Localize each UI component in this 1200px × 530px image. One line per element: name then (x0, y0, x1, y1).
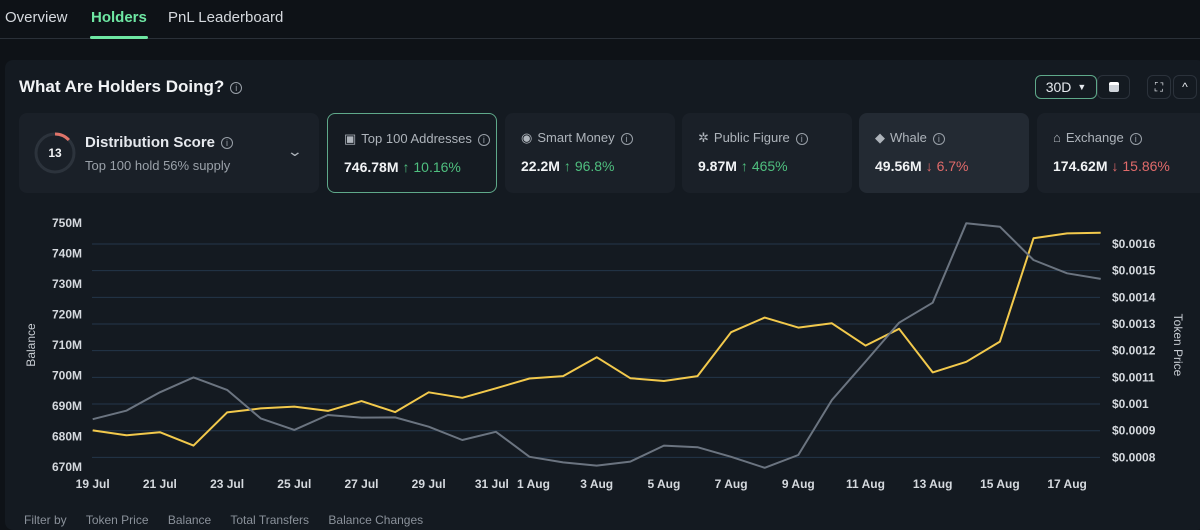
y2-tick-label: $0.0008 (1112, 450, 1156, 464)
x-tick-label: 31 Jul (475, 477, 509, 491)
y-axis-label: Balance (24, 323, 38, 367)
y-tick-label: 740M (52, 247, 82, 261)
y-tick-label: 700M (52, 369, 82, 383)
y-tick-label: 720M (52, 308, 82, 322)
y-tick-label: 710M (52, 338, 82, 352)
legend-balance-changes[interactable]: Balance Changes (328, 513, 423, 527)
legend-balance[interactable]: Balance (168, 513, 211, 527)
x-tick-label: 9 Aug (782, 477, 815, 491)
y2-axis-label: Token Price (1171, 314, 1185, 377)
x-tick-label: 13 Aug (913, 477, 953, 491)
filter-label[interactable]: Filter by (24, 513, 67, 527)
y2-tick-label: $0.0014 (1112, 290, 1156, 304)
x-tick-label: 23 Jul (210, 477, 244, 491)
y-tick-label: 690M (52, 399, 82, 413)
x-tick-label: 5 Aug (647, 477, 680, 491)
x-tick-label: 11 Aug (846, 477, 885, 491)
x-tick-label: 3 Aug (580, 477, 613, 491)
y2-tick-label: $0.0009 (1112, 424, 1156, 438)
x-tick-label: 17 Aug (1047, 477, 1087, 491)
y2-tick-label: $0.0016 (1112, 237, 1156, 251)
x-tick-label: 7 Aug (715, 477, 748, 491)
legend-token-price[interactable]: Token Price (86, 513, 149, 527)
x-tick-label: 15 Aug (980, 477, 1020, 491)
x-tick-label: 19 Jul (76, 477, 110, 491)
x-tick-label: 1 Aug (517, 477, 550, 491)
y2-tick-label: $0.001 (1112, 397, 1149, 411)
x-tick-label: 25 Jul (277, 477, 311, 491)
legend-total-transfers[interactable]: Total Transfers (230, 513, 309, 527)
y-tick-label: 670M (52, 460, 82, 474)
y-tick-label: 680M (52, 430, 82, 444)
y2-tick-label: $0.0015 (1112, 264, 1156, 278)
y2-tick-label: $0.0013 (1112, 317, 1156, 331)
chart-legend: Filter by Token Price Balance Total Tran… (24, 513, 439, 527)
y2-tick-label: $0.0011 (1112, 370, 1155, 384)
y2-tick-label: $0.0012 (1112, 344, 1156, 358)
y-tick-label: 730M (52, 277, 82, 291)
x-tick-label: 21 Jul (143, 477, 177, 491)
x-tick-label: 27 Jul (344, 477, 378, 491)
x-tick-label: 29 Jul (412, 477, 446, 491)
y-tick-label: 750M (52, 216, 82, 230)
